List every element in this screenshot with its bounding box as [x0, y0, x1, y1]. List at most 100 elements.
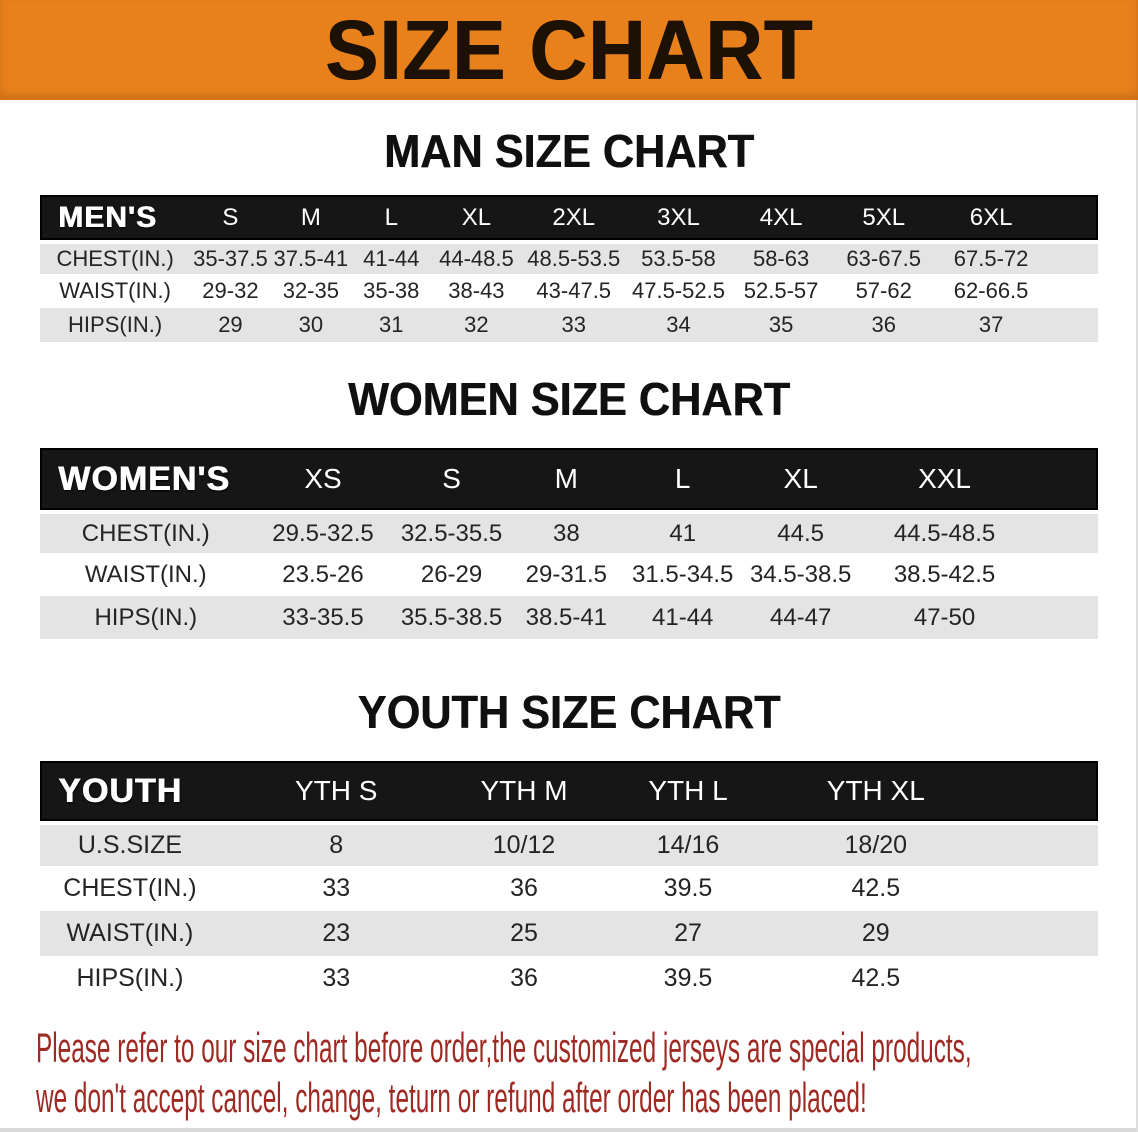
spacer-cell: [1029, 596, 1098, 639]
measurement-row: WAIST(IN.) 23.5-26 26-29 29-31.5 31.5-34.5 34…: [40, 553, 1098, 596]
spacer-cell: [971, 761, 1098, 821]
spacer-cell: [1029, 510, 1098, 553]
size-value: 44-48.5: [431, 240, 522, 274]
size-value: 35-37.5: [190, 240, 271, 274]
size-value: 32-35: [270, 274, 352, 308]
size-value: 44.5-48.5: [859, 510, 1030, 553]
size-value: 29.5-32.5: [251, 510, 395, 553]
row-label: WAIST(IN.): [40, 274, 191, 308]
size-chart-banner: SIZE CHART: [0, 0, 1138, 100]
row-label: WAIST(IN.): [40, 911, 220, 956]
spacer-cell: [971, 911, 1098, 956]
size-value: 41: [623, 510, 742, 553]
measurement-row: HIPS(IN.) 29 30 31 32 33 34 35 36 37: [40, 308, 1098, 342]
size-column-header: XXL: [859, 448, 1030, 510]
size-column-header: XS: [251, 448, 395, 510]
size-column-header: 4XL: [730, 195, 832, 240]
size-value: 18/20: [780, 821, 972, 866]
size-column-header: YTH S: [219, 761, 453, 821]
table-title-cell: MEN'S: [40, 195, 191, 240]
size-column-header: M: [508, 448, 624, 510]
size-column-header: 2XL: [521, 195, 627, 240]
size-value: 67.5-72: [936, 240, 1047, 274]
disclaimer: Please refer to our size chart before or…: [36, 1023, 1138, 1123]
size-value: 52.5-57: [730, 274, 832, 308]
men-section-heading: MAN SIZE CHART: [384, 125, 754, 177]
size-value: 36: [452, 956, 596, 1001]
measurement-row: HIPS(IN.) 33 36 39.5 42.5: [40, 956, 1098, 1001]
disclaimer-line-1: Please refer to our size chart before or…: [36, 1024, 972, 1071]
size-value: 63-67.5: [831, 240, 937, 274]
size-value: 35-38: [351, 274, 432, 308]
size-value: 38.5-42.5: [859, 553, 1030, 596]
measurement-row: HIPS(IN.) 33-35.5 35.5-38.5 38.5-41 41-44 44-…: [40, 596, 1098, 639]
size-value: 34.5-38.5: [741, 553, 860, 596]
size-value: 38.5-41: [508, 596, 624, 639]
spacer-cell: [1029, 553, 1098, 596]
size-value: 23: [219, 911, 453, 956]
size-value: 43-47.5: [521, 274, 627, 308]
size-value: 44-47: [741, 596, 860, 639]
size-value: 23.5-26: [251, 553, 395, 596]
size-value: 44.5: [741, 510, 860, 553]
size-value: 32: [431, 308, 522, 342]
size-column-header: 3XL: [626, 195, 731, 240]
men-size-table: MEN'S S M L XL 2XL 3XL 4XL 5XL 6XL CHEST(IN.) 35-37…: [40, 195, 1098, 342]
size-value: 31: [351, 308, 432, 342]
size-value: 26-29: [394, 553, 509, 596]
size-value: 36: [452, 866, 596, 911]
measurement-row: CHEST(IN.) 35-37.5 37.5-41 41-44 44-48.5 48.5…: [40, 240, 1098, 274]
size-value: 33-35.5: [251, 596, 395, 639]
youth-size-table: YOUTH YTH S YTH M YTH L YTH XL U.S.SIZE 8 10/12…: [40, 761, 1098, 1001]
size-value: 37.5-41: [270, 240, 352, 274]
size-column-header: 5XL: [831, 195, 937, 240]
spacer-cell: [971, 866, 1098, 911]
measurement-row: CHEST(IN.) 33 36 39.5 42.5: [40, 866, 1098, 911]
size-header-row: YOUTH YTH S YTH M YTH L YTH XL: [40, 761, 1098, 821]
row-label: U.S.SIZE: [40, 821, 220, 866]
size-value: 35.5-38.5: [394, 596, 509, 639]
women-size-table: WOMEN'S XS S M L XL XXL CHEST(IN.) 29.5-32.5 32.5…: [40, 448, 1098, 639]
size-header-row: MEN'S S M L XL 2XL 3XL 4XL 5XL 6XL: [40, 195, 1098, 240]
size-value: 41-44: [351, 240, 432, 274]
size-value: 38-43: [431, 274, 522, 308]
size-value: 57-62: [831, 274, 937, 308]
size-value: 25: [452, 911, 596, 956]
size-value: 39.5: [595, 866, 781, 911]
size-value: 29: [780, 911, 972, 956]
row-label: CHEST(IN.): [40, 510, 252, 553]
size-value: 14/16: [595, 821, 781, 866]
size-value: 32.5-35.5: [394, 510, 509, 553]
size-value: 33: [219, 866, 453, 911]
size-value: 29-31.5: [508, 553, 624, 596]
size-value: 30: [270, 308, 352, 342]
spacer-cell: [1046, 240, 1098, 274]
row-label: CHEST(IN.): [40, 240, 191, 274]
spacer-cell: [1046, 308, 1098, 342]
row-label: WAIST(IN.): [40, 553, 252, 596]
size-column-header: YTH XL: [780, 761, 972, 821]
size-value: 42.5: [780, 866, 972, 911]
spacer-cell: [1029, 448, 1098, 510]
size-value: 62-66.5: [936, 274, 1047, 308]
table-title-cell: WOMEN'S: [40, 448, 252, 510]
spacer-cell: [971, 956, 1098, 1001]
size-value: 37: [936, 308, 1047, 342]
size-column-header: XL: [741, 448, 860, 510]
size-value: 58-63: [730, 240, 832, 274]
size-value: 48.5-53.5: [521, 240, 627, 274]
youth-section-heading: YOUTH SIZE CHART: [357, 686, 781, 738]
size-value: 35: [730, 308, 832, 342]
size-value: 38: [508, 510, 624, 553]
measurement-row: U.S.SIZE 8 10/12 14/16 18/20: [40, 821, 1098, 866]
size-value: 33: [521, 308, 627, 342]
row-label: CHEST(IN.): [40, 866, 220, 911]
size-column-header: 6XL: [936, 195, 1047, 240]
size-value: 41-44: [623, 596, 742, 639]
spacer-cell: [971, 821, 1098, 866]
size-value: 33: [219, 956, 453, 1001]
disclaimer-line-2: we don't accept cancel, change, teturn o…: [36, 1074, 867, 1121]
size-value: 53.5-58: [626, 240, 731, 274]
size-value: 36: [831, 308, 937, 342]
table-title-cell: YOUTH: [40, 761, 220, 821]
